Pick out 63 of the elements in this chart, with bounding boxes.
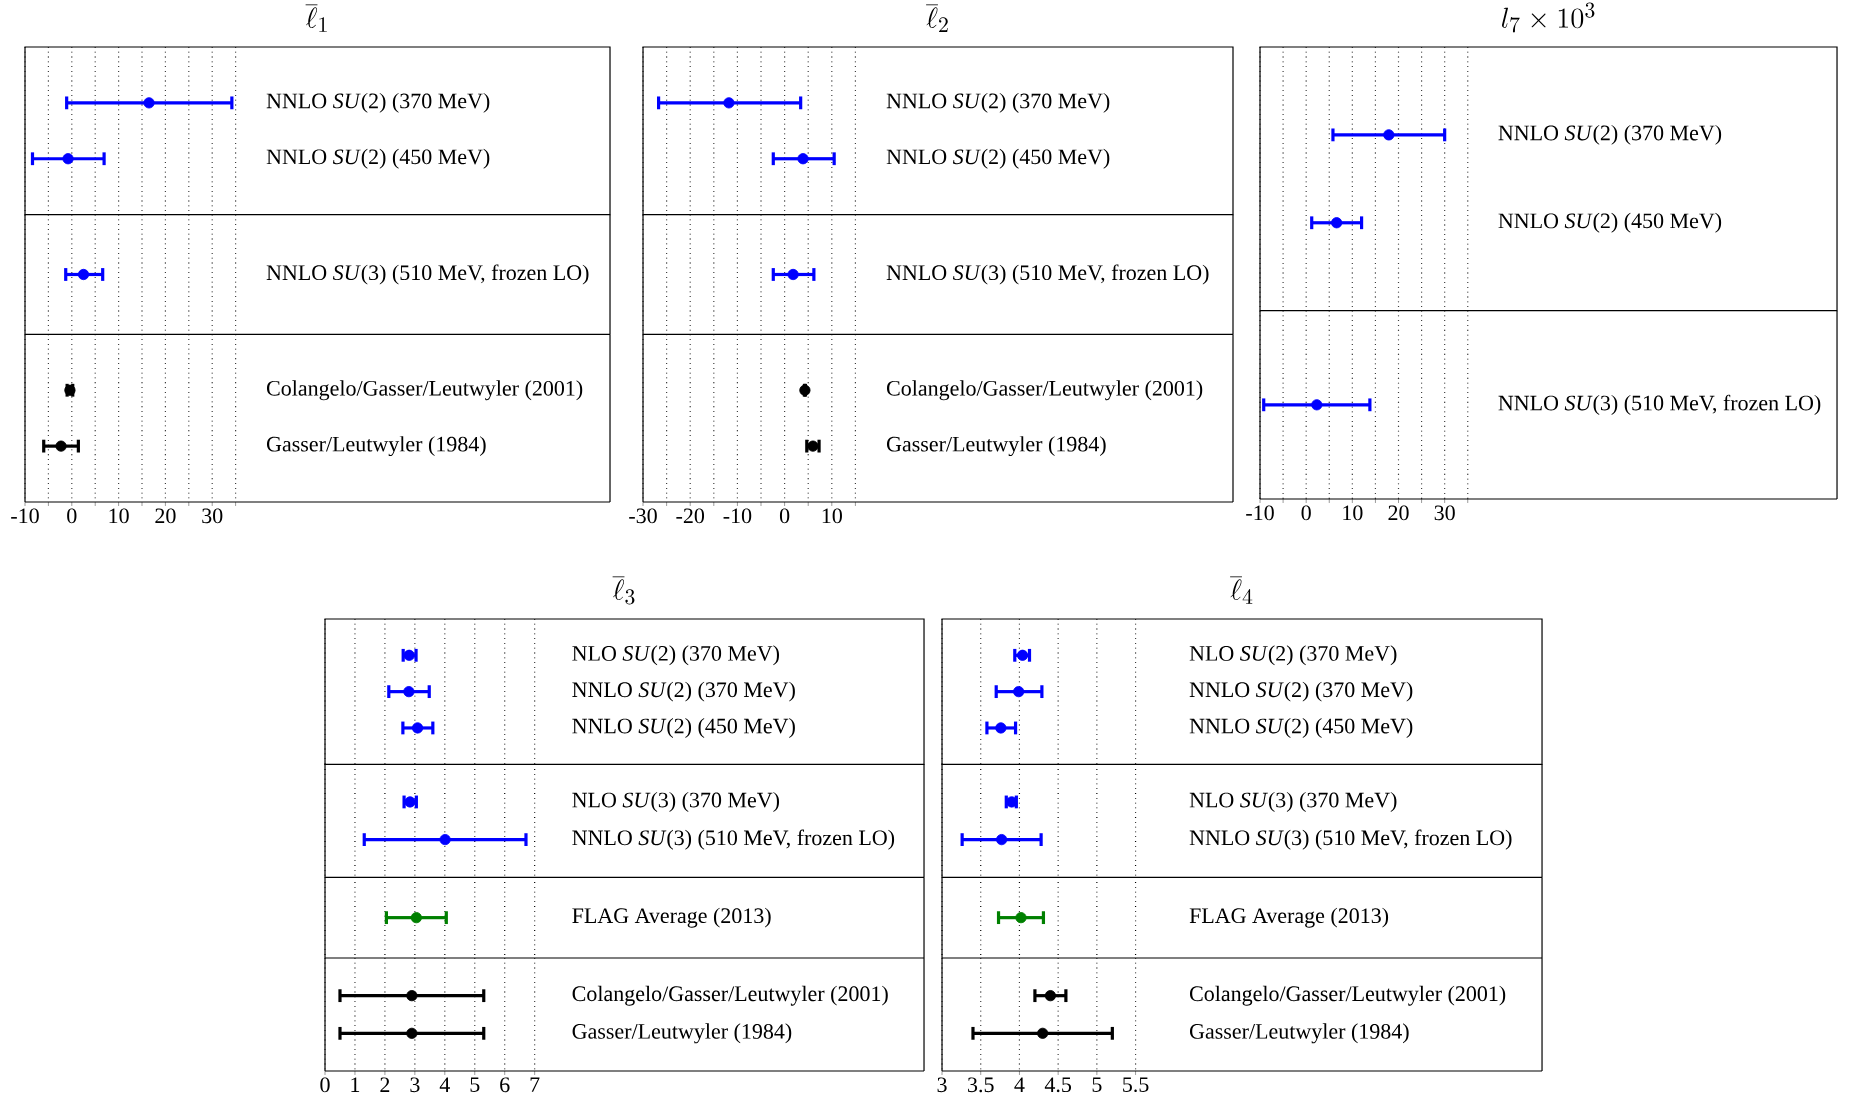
- chart-title: $\overline{\ell}_1$: [305, 4, 327, 32]
- x-tick-label: 10: [1343, 505, 1363, 521]
- x-tick-label: 5: [470, 1077, 480, 1093]
- y-tick-label: FLAG Average (2013): [1189, 907, 1389, 928]
- x-tick-label: 4: [1014, 1077, 1025, 1092]
- x-tick-label: -10: [11, 508, 39, 524]
- y-tick-label: NNLO SU(2) (450 MeV): [1189, 718, 1413, 738]
- x-tick-label: 0: [779, 508, 790, 524]
- x-tick-label: 4.5: [1044, 1077, 1072, 1093]
- y-tick-label: FLAG Average (2013): [572, 907, 771, 928]
- y-tick-label: NNLO SU(2) (370 MeV): [886, 92, 1110, 113]
- y-tick-label: NLO SU(2) (370 MeV): [1189, 645, 1397, 666]
- y-tick-label: NNLO SU(3) (510 MeV, frozen LO): [1189, 829, 1512, 850]
- y-tick-label: Colangelo/Gasser/Leutwyler (2001): [266, 380, 583, 401]
- x-tick-label: 5: [1092, 1077, 1102, 1093]
- x-tick-label: 30: [1434, 505, 1455, 521]
- x-tick-label: 7: [530, 1077, 540, 1092]
- y-tick-label: Gasser/Leutwyler (1984): [886, 436, 1106, 457]
- y-tick-label: NNLO SU(2) (450 MeV): [1498, 212, 1722, 233]
- y-tick-label: Gasser/Leutwyler (1984): [1189, 1023, 1409, 1044]
- x-tick-label: 20: [1388, 505, 1409, 521]
- x-tick-label: 3.5: [968, 1077, 994, 1093]
- y-tick-label: NLO SU(3) (370 MeV): [572, 791, 780, 812]
- chart-title: $\overline{\ell}_3$: [612, 576, 635, 605]
- x-tick-label: 1: [351, 1077, 360, 1092]
- x-tick-label: 0: [1301, 505, 1311, 521]
- y-tick-label: NNLO SU(2) (370 MeV): [266, 92, 490, 113]
- x-tick-label: 2: [380, 1077, 390, 1092]
- chart-title: $l_7 \times 10^3$: [1501, 2, 1595, 33]
- y-tick-label: NLO SU(3) (370 MeV): [1189, 791, 1397, 812]
- y-tick-label: NNLO SU(3) (510 MeV, frozen LO): [1498, 394, 1821, 415]
- x-tick-label: 10: [822, 508, 842, 524]
- x-tick-label: 20: [155, 508, 176, 524]
- y-tick-label: NNLO SU(2) (370 MeV): [1189, 681, 1413, 702]
- chart-title: $\overline{\ell}_2$: [926, 4, 948, 32]
- y-tick-label: NNLO SU(3) (510 MeV, frozen LO): [886, 264, 1209, 285]
- y-tick-label: Colangelo/Gasser/Leutwyler (2001): [886, 380, 1203, 401]
- y-tick-label: NNLO SU(2) (450 MeV): [266, 148, 490, 169]
- y-tick-label: NNLO SU(3) (510 MeV, frozen LO): [266, 264, 589, 285]
- x-tick-label: -30: [629, 508, 657, 524]
- x-tick-label: 3: [410, 1077, 420, 1093]
- y-tick-label: Colangelo/Gasser/Leutwyler (2001): [1189, 985, 1506, 1006]
- x-tick-label: 10: [109, 508, 129, 524]
- y-tick-label: NNLO SU(2) (370 MeV): [572, 681, 795, 702]
- y-tick-label: Gasser/Leutwyler (1984): [266, 436, 486, 457]
- x-tick-label: 30: [202, 508, 223, 524]
- x-tick-label: 6: [500, 1077, 510, 1093]
- x-tick-label: -10: [1246, 505, 1274, 521]
- y-tick-label: NNLO SU(2) (450 MeV): [572, 718, 795, 738]
- x-tick-label: 3: [937, 1077, 947, 1093]
- x-tick-label: 0: [320, 1077, 330, 1093]
- y-tick-label: Colangelo/Gasser/Leutwyler (2001): [572, 985, 888, 1006]
- y-tick-label: NNLO SU(2) (370 MeV): [1498, 124, 1722, 145]
- y-tick-label: NNLO SU(3) (510 MeV, frozen LO): [572, 829, 895, 850]
- x-tick-label: -20: [676, 508, 705, 524]
- y-tick-label: NLO SU(2) (370 MeV): [572, 645, 780, 666]
- x-tick-label: -10: [723, 508, 752, 524]
- x-tick-label: 5.5: [1123, 1077, 1149, 1093]
- y-tick-label: Gasser/Leutwyler (1984): [572, 1023, 792, 1044]
- chart-title: $\overline{\ell}_4$: [1230, 576, 1253, 604]
- x-tick-label: 0: [67, 508, 77, 524]
- x-tick-label: 4: [439, 1077, 450, 1092]
- y-tick-label: NNLO SU(2) (450 MeV): [886, 148, 1110, 169]
